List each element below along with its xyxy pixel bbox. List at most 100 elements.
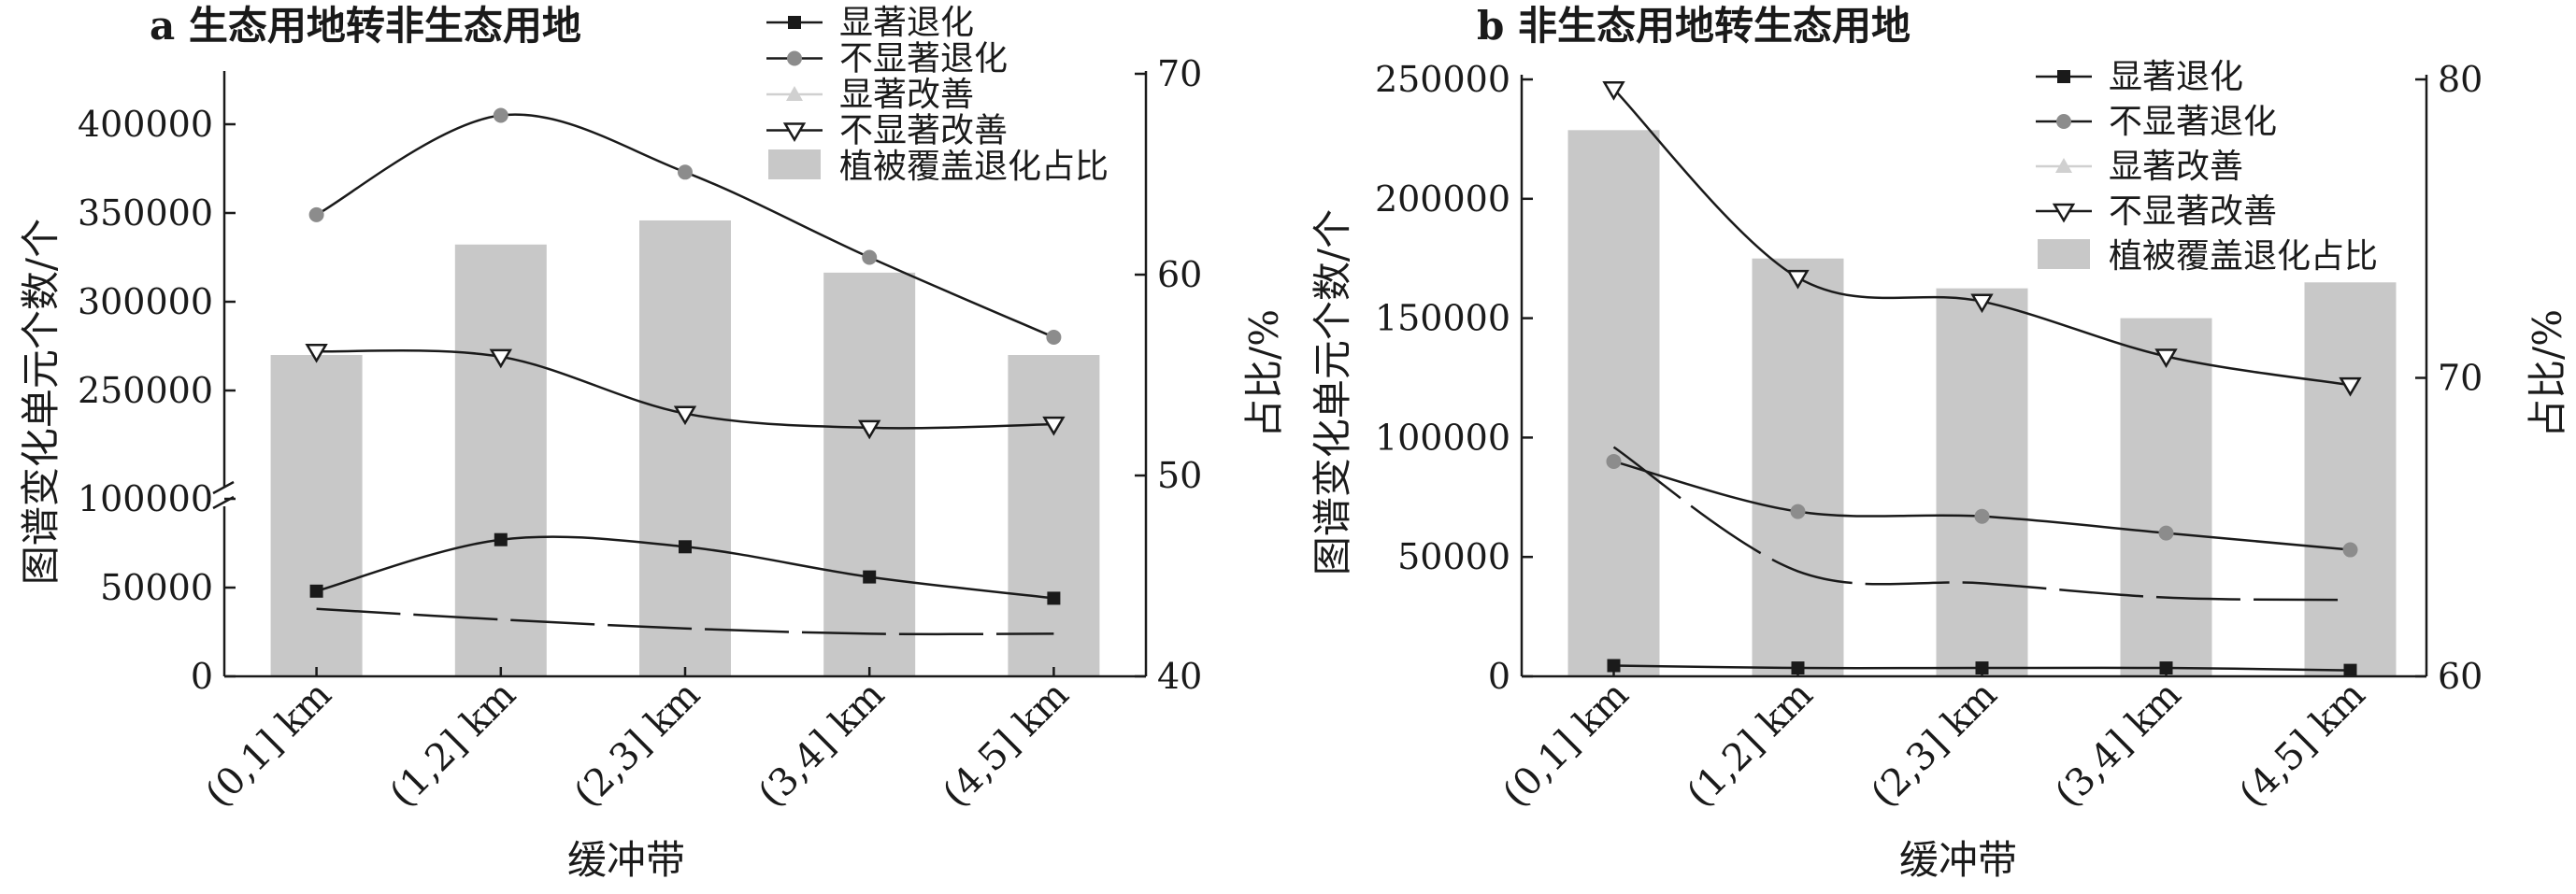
bar-a-4 [1008, 355, 1100, 676]
legend-marker-circle [787, 50, 802, 66]
x-tick-label: (2,3] km [1863, 674, 2006, 816]
data-point-circle [2158, 525, 2174, 541]
legend-marker-triangle-down [782, 122, 807, 142]
x-tick-label: (3,4] km [751, 674, 894, 816]
y2-tick-label: 70 [2438, 358, 2483, 399]
legend-swatch-bar [2038, 239, 2090, 269]
legend-label: 植被覆盖退化占比 [2109, 237, 2378, 276]
y-tick-label: 0 [191, 656, 213, 697]
series-line-triangle [1612, 446, 2351, 602]
legend-label: 显著退化 [2109, 58, 2243, 96]
legend-label: 不显著退化 [839, 40, 1008, 78]
data-point-circle [1974, 508, 1990, 524]
legend-marker-square [788, 16, 801, 29]
data-point-square [2159, 661, 2173, 675]
x-tick-label: (0,1] km [197, 674, 340, 816]
data-point-square [494, 532, 508, 546]
data-point-square [1607, 659, 1621, 673]
data-point-circle [862, 249, 878, 265]
y2-tick-label: 60 [1157, 254, 1202, 295]
panel-b-y-axis-title: 图谱变化单元个数/个 [1309, 209, 1355, 575]
x-tick-label: (4,5] km [2231, 674, 2374, 816]
y-tick-label: 250000 [1375, 59, 1510, 100]
panel-a-y2-axis-title: 占比/% [1241, 309, 1287, 438]
y-tick-label: 50000 [1397, 536, 1510, 577]
legend-label: 不显著退化 [2109, 103, 2277, 141]
y-tick-label: 150000 [1375, 298, 1510, 339]
data-point-square [309, 584, 323, 598]
legend-label: 显著退化 [839, 4, 974, 42]
x-tick-label: (2,3] km [566, 674, 709, 816]
y-tick-label: 50000 [100, 567, 213, 608]
bar-a-2 [639, 220, 731, 676]
legend-swatch-bar [768, 149, 821, 179]
bar-b-2 [1936, 288, 2028, 676]
legend-marker-triangle [2055, 158, 2072, 173]
y2-tick-label: 50 [1157, 455, 1202, 496]
data-point-square [2343, 663, 2357, 677]
legend-label: 显著改善 [2109, 148, 2243, 186]
data-point-triangle-down [2154, 348, 2178, 368]
y-tick-label: 200000 [1375, 178, 1510, 220]
data-point-triangle-down [1042, 416, 1066, 436]
legend-marker-triangle [786, 86, 803, 101]
bar-b-4 [2304, 282, 2397, 676]
x-tick-label: (1,2] km [1679, 674, 1822, 816]
data-point-square [863, 570, 877, 584]
y-tick-label: 0 [1488, 656, 1510, 697]
panel-b-y2-axis-title: 占比/% [2525, 309, 2570, 438]
legend-label: 不显著改善 [839, 112, 1008, 150]
axis-break-mark [212, 480, 235, 495]
bar-b-0 [1567, 130, 1660, 676]
legend-label: 显著改善 [839, 76, 974, 114]
data-point-circle [1790, 504, 1806, 519]
data-point-circle [1046, 330, 1062, 345]
y-tick-label: 400000 [78, 104, 213, 145]
data-point-circle [2342, 542, 2358, 558]
data-point-square [1975, 661, 1989, 675]
bar-b-3 [2120, 318, 2212, 676]
data-point-triangle-down [1970, 293, 1994, 314]
legend-label: 不显著改善 [2109, 192, 2277, 231]
panel-b-plot: 0 50000 100000 150000 200000 250000 60 70 80 (0,1… [1375, 58, 2483, 816]
y-tick-label: 300000 [78, 281, 213, 322]
panel-a-title: a 生态用地转非生态用地 [150, 3, 581, 49]
data-point-triangle-down [858, 419, 881, 440]
data-point-circle [678, 164, 693, 180]
panel-a-y-axis-title: 图谱变化单元个数/个 [18, 219, 64, 585]
series-line-triangle [316, 607, 1054, 636]
panel-a-chart: a 生态用地转非生态用地 缓冲带 图谱变化单元个数/个 占比/% 0 50000 1… [18, 3, 1287, 883]
panel-b-title: b 非生态用地转生态用地 [1477, 3, 1911, 49]
data-point-triangle-down [673, 405, 697, 426]
data-point-square [679, 540, 692, 554]
y2-tick-label: 40 [1157, 656, 1202, 697]
bar-b-1 [1752, 258, 1844, 676]
bar-a-0 [270, 355, 363, 676]
data-point-triangle-down [305, 343, 328, 363]
data-point-square [1791, 661, 1805, 675]
panel-b-x-axis-title: 缓冲带 [1899, 837, 2017, 883]
x-tick-label: (3,4] km [2047, 674, 2190, 816]
data-point-circle [308, 206, 324, 222]
data-point-circle [493, 107, 508, 123]
data-point-triangle-down [1786, 269, 1810, 290]
bar-a-1 [454, 244, 547, 676]
panel-a-plot: 0 50000 100000 250000 300000 350000 400000 40 50… [78, 4, 1202, 816]
y-tick-label: 350000 [78, 192, 213, 234]
data-point-circle [1606, 453, 1622, 469]
legend-marker-square [2057, 70, 2070, 83]
legend-label: 植被覆盖退化占比 [839, 148, 1109, 186]
legend-marker-circle [2056, 114, 2071, 129]
y-tick-label: 100000 [78, 478, 213, 519]
panel-a-x-axis-title: 缓冲带 [567, 837, 685, 883]
data-point-triangle-down [489, 348, 512, 369]
legend-marker-triangle-down [2052, 203, 2076, 223]
data-point-square [1047, 591, 1061, 605]
x-tick-label: (0,1] km [1495, 674, 1638, 816]
x-tick-label: (1,2] km [381, 674, 524, 816]
y2-tick-label: 60 [2438, 656, 2483, 697]
y2-tick-label: 70 [1157, 53, 1202, 94]
